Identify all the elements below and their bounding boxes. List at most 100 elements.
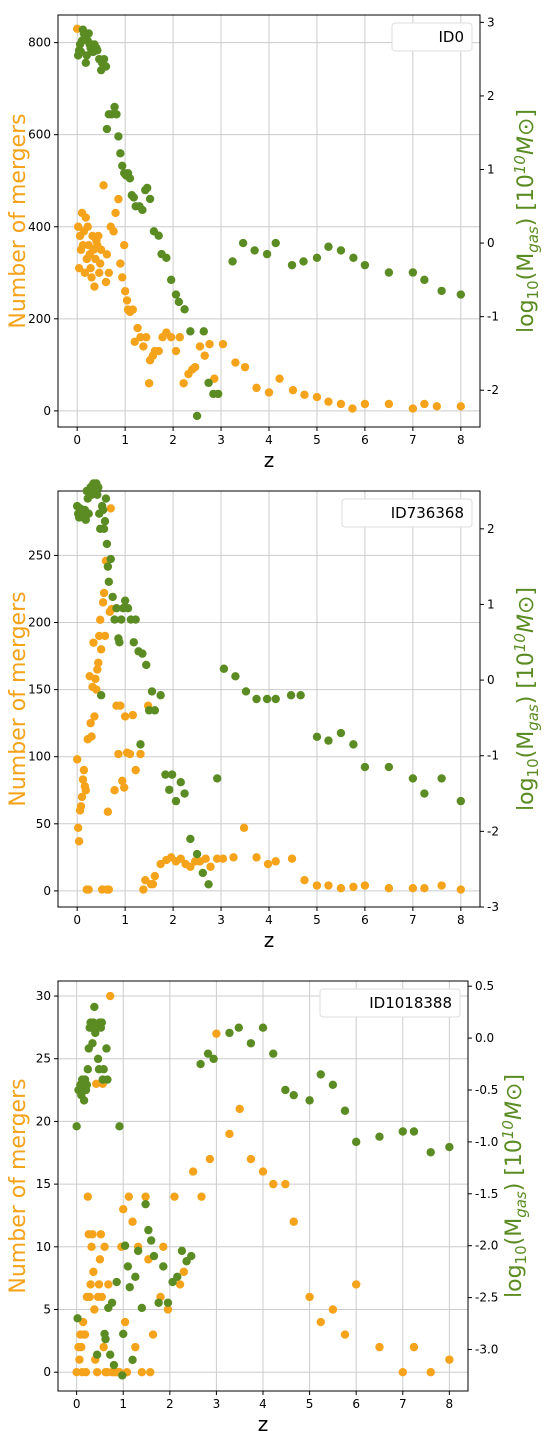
- gas-mass-point: [408, 268, 418, 277]
- merger-point: [93, 665, 102, 674]
- merger-point: [360, 881, 370, 890]
- gas-mass-point: [192, 849, 202, 859]
- gas-mass-point: [171, 290, 181, 299]
- gas-mass-point: [115, 638, 124, 647]
- gas-mass-point: [97, 1018, 106, 1027]
- y-left-axis-label: Number of mergers: [6, 113, 31, 328]
- merger-point: [118, 776, 127, 786]
- merger-point: [87, 273, 96, 282]
- merger-point: [456, 402, 466, 411]
- merger-point: [95, 631, 104, 641]
- gas-mass-point: [286, 691, 296, 700]
- gas-mass-point: [456, 796, 466, 806]
- gas-mass-point: [147, 687, 157, 696]
- gas-mass-point: [420, 789, 429, 798]
- gas-mass-point: [161, 770, 170, 779]
- gas-mass-point: [312, 732, 322, 742]
- merger-point: [96, 615, 105, 625]
- y-right-tick-label: -1: [487, 310, 499, 324]
- y-left-tick-label: 10: [36, 1240, 51, 1254]
- y-right-tick-label: -3: [487, 900, 499, 914]
- merger-point: [80, 1330, 90, 1339]
- merger-point: [409, 1342, 419, 1352]
- merger-point: [120, 287, 130, 296]
- merger-point: [92, 685, 101, 694]
- gas-mass-point: [316, 1070, 325, 1079]
- gas-mass-point: [340, 1106, 350, 1115]
- merger-point: [239, 823, 249, 833]
- merger-point: [116, 259, 125, 268]
- merger-point: [102, 250, 112, 259]
- gas-mass-point: [384, 268, 394, 277]
- merger-point: [324, 881, 333, 890]
- x-tick-label: 1: [119, 1397, 127, 1411]
- merger-point: [205, 339, 214, 349]
- merger-point: [77, 792, 87, 802]
- gas-mass-point: [171, 796, 181, 806]
- y-left-tick-label: 100: [28, 750, 51, 764]
- gas-mass-point: [167, 770, 177, 779]
- legend-label: ID1018388: [369, 994, 452, 1012]
- x-tick-label: 3: [217, 433, 225, 447]
- y-left-axis-label: Number of mergers: [6, 591, 31, 806]
- merger-point: [316, 1317, 325, 1327]
- merger-point: [179, 379, 188, 388]
- gas-mass-point: [102, 539, 112, 549]
- merger-point: [420, 884, 429, 893]
- merger-point: [305, 1292, 314, 1302]
- merger-point: [426, 1367, 435, 1377]
- gas-mass-point: [90, 1002, 99, 1012]
- x-tick-label: 2: [169, 433, 177, 447]
- merger-point: [171, 346, 181, 356]
- gas-mass-point: [187, 1251, 196, 1261]
- gas-mass-point: [73, 1314, 82, 1323]
- gas-mass-point: [398, 1127, 407, 1136]
- merger-point: [144, 379, 154, 388]
- y-right-tick-label: 1: [487, 597, 495, 611]
- y-right-tick-label: 2: [487, 522, 495, 536]
- merger-point: [195, 342, 205, 351]
- gas-mass-point: [149, 1251, 159, 1261]
- gas-mass-point: [129, 638, 138, 647]
- merger-point: [88, 1230, 97, 1239]
- gas-mass-point: [144, 1225, 153, 1235]
- y-left-tick-label: 200: [28, 312, 51, 326]
- merger-point: [81, 786, 91, 795]
- gas-mass-point: [104, 577, 114, 586]
- y-right-axis-label: log10(Mgas) [1010M⊙]: [511, 109, 542, 333]
- gas-mass-point: [94, 483, 103, 492]
- merger-point: [96, 259, 105, 268]
- gas-mass-point: [101, 1334, 110, 1344]
- merger-point: [163, 1305, 173, 1314]
- merger-point: [384, 399, 394, 409]
- gas-mass-point: [118, 1371, 127, 1380]
- gas-mass-point: [99, 524, 109, 534]
- merger-point: [104, 885, 114, 894]
- y-right-tick-label: 0: [487, 673, 495, 687]
- merger-point: [206, 862, 215, 871]
- gas-mass-point: [213, 389, 223, 399]
- legend-box: [319, 988, 461, 1018]
- mergers-series: [72, 991, 454, 1377]
- gas-mass-point: [138, 649, 147, 658]
- gas-mass-point: [173, 1272, 182, 1282]
- y-left-tick-label: 600: [28, 128, 51, 142]
- gas-mass-point: [84, 29, 93, 38]
- merger-point: [86, 263, 95, 273]
- merger-point: [119, 1204, 128, 1214]
- gas-mass-point: [123, 604, 133, 613]
- merger-point: [83, 222, 92, 231]
- merger-point: [159, 1242, 168, 1252]
- y-left-axis-label: Number of mergers: [6, 1078, 31, 1293]
- gas-mass-point: [176, 778, 185, 787]
- merger-point: [114, 194, 123, 204]
- merger-point: [118, 273, 127, 282]
- merger-point: [275, 374, 284, 383]
- merger-point: [111, 208, 120, 218]
- gas-mass-point: [103, 562, 113, 571]
- x-axis-label: z: [264, 448, 275, 472]
- gas-mass-point: [328, 1080, 338, 1089]
- gas-mass-point: [349, 740, 358, 749]
- legend-box: [341, 498, 473, 528]
- x-tick-label: 0: [73, 1397, 81, 1411]
